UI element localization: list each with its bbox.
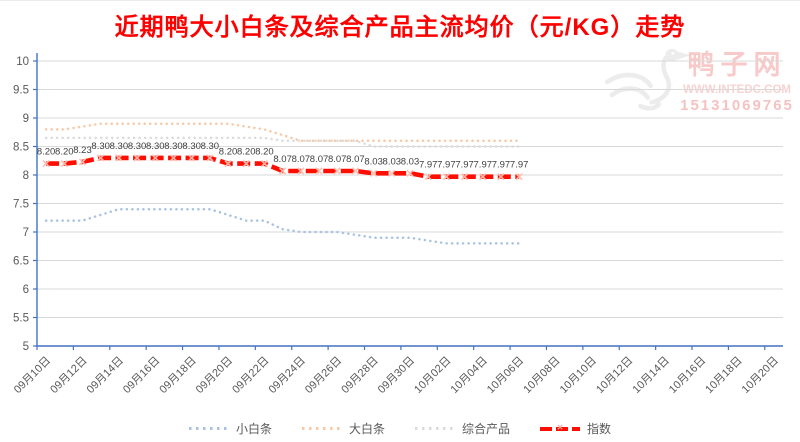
svg-text:8.20: 8.20 bbox=[237, 147, 256, 158]
legend-swatch-composite-product bbox=[415, 427, 455, 430]
legend-label-small-white-strip: 小白条 bbox=[235, 422, 272, 436]
svg-text:8.30: 8.30 bbox=[91, 141, 110, 152]
series-line-large-white-strip bbox=[44, 122, 521, 143]
svg-text:8.20: 8.20 bbox=[55, 147, 74, 158]
svg-text:8.30: 8.30 bbox=[164, 141, 183, 152]
svg-text:9: 9 bbox=[23, 113, 29, 125]
legend-label-index: 指数 bbox=[587, 422, 612, 436]
svg-text:8.07: 8.07 bbox=[273, 154, 292, 165]
svg-text:7.97: 7.97 bbox=[510, 160, 529, 171]
svg-text:7.97: 7.97 bbox=[455, 160, 474, 171]
series-line-composite-product bbox=[44, 136, 521, 148]
svg-text:8.03: 8.03 bbox=[364, 156, 383, 167]
index-data-labels: 8.20 8.20 8.23 8.30 8.30 8.30 8.30 8.30 8.30 8.30… bbox=[37, 141, 529, 171]
legend-item-small-white-strip: 小白条 bbox=[188, 420, 272, 437]
series-line-index bbox=[42, 154, 523, 181]
svg-text:7.97: 7.97 bbox=[492, 160, 511, 171]
y-axis-labels: 10 9.5 9 8.5 8 7.5 7 6.5 6 5.5 5 bbox=[13, 56, 29, 353]
svg-text:6: 6 bbox=[23, 284, 29, 296]
svg-text:8.07: 8.07 bbox=[328, 154, 347, 165]
svg-text:10月06日: 10月06日 bbox=[485, 355, 526, 396]
svg-text:10月16日: 10月16日 bbox=[667, 355, 708, 396]
x-axis-labels: 09月10日09月12日09月14日09月16日09月18日09月20日09月2… bbox=[12, 355, 781, 396]
svg-text:10月18日: 10月18日 bbox=[703, 355, 744, 396]
svg-text:8.5: 8.5 bbox=[13, 142, 29, 154]
svg-text:5.5: 5.5 bbox=[13, 313, 29, 325]
svg-text:6.5: 6.5 bbox=[13, 256, 29, 268]
svg-text:09月10日: 09月10日 bbox=[12, 355, 53, 396]
chart-title: 近期鸭大小白条及综合产品主流均价（元/KG）走势 bbox=[114, 14, 686, 41]
svg-text:7.97: 7.97 bbox=[437, 160, 456, 171]
svg-text:8.03: 8.03 bbox=[401, 156, 420, 167]
legend-x-marker-icon: × bbox=[557, 422, 563, 434]
svg-text:09月28日: 09月28日 bbox=[339, 355, 380, 396]
svg-text:10月10日: 10月10日 bbox=[558, 355, 599, 396]
svg-text:09月24日: 09月24日 bbox=[267, 355, 308, 396]
legend-label-composite-product: 综合产品 bbox=[462, 422, 511, 436]
series-line-small-white-strip bbox=[44, 207, 521, 245]
svg-text:8: 8 bbox=[23, 170, 29, 182]
svg-text:10月02日: 10月02日 bbox=[412, 355, 453, 396]
svg-text:09月26日: 09月26日 bbox=[303, 355, 344, 396]
svg-text:09月30日: 09月30日 bbox=[376, 355, 417, 396]
svg-text:8.03: 8.03 bbox=[383, 156, 402, 167]
svg-text:8.07: 8.07 bbox=[310, 154, 329, 165]
svg-text:8.20: 8.20 bbox=[255, 147, 274, 158]
svg-text:8.30: 8.30 bbox=[110, 141, 129, 152]
svg-text:7.5: 7.5 bbox=[13, 199, 29, 211]
svg-text:09月18日: 09月18日 bbox=[157, 355, 198, 396]
svg-text:09月14日: 09月14日 bbox=[85, 355, 126, 396]
svg-text:9.5: 9.5 bbox=[13, 85, 29, 97]
legend-item-large-white-strip: 大白条 bbox=[301, 420, 385, 437]
svg-text:8.30: 8.30 bbox=[146, 141, 165, 152]
chart-legend: 小白条 大白条 综合产品 × 指数 bbox=[0, 420, 800, 437]
svg-text:8.07: 8.07 bbox=[292, 154, 311, 165]
legend-item-composite-product: 综合产品 bbox=[415, 420, 510, 437]
svg-text:8.20: 8.20 bbox=[219, 147, 238, 158]
gridlines bbox=[37, 60, 783, 318]
svg-text:5: 5 bbox=[23, 341, 29, 353]
svg-text:8.23: 8.23 bbox=[73, 145, 92, 156]
axes bbox=[33, 53, 783, 350]
svg-text:8.20: 8.20 bbox=[37, 147, 56, 158]
svg-text:8.30: 8.30 bbox=[201, 141, 220, 152]
svg-text:09月20日: 09月20日 bbox=[194, 355, 235, 396]
svg-text:8.30: 8.30 bbox=[128, 141, 147, 152]
legend-swatch-small-white-strip bbox=[188, 427, 229, 430]
svg-text:09月12日: 09月12日 bbox=[48, 355, 89, 396]
svg-text:10: 10 bbox=[16, 56, 29, 68]
svg-text:10月04日: 10月04日 bbox=[449, 355, 490, 396]
svg-text:7.97: 7.97 bbox=[474, 160, 493, 171]
index-x-markers bbox=[42, 154, 523, 181]
svg-text:7.97: 7.97 bbox=[419, 160, 438, 171]
legend-swatch-large-white-strip bbox=[301, 427, 342, 430]
svg-text:10月14日: 10月14日 bbox=[630, 355, 671, 396]
legend-swatch-index: × bbox=[540, 423, 581, 433]
svg-text:09月22日: 09月22日 bbox=[230, 355, 271, 396]
svg-text:8.07: 8.07 bbox=[346, 154, 365, 165]
svg-text:09月16日: 09月16日 bbox=[121, 355, 162, 396]
svg-text:10月08日: 10月08日 bbox=[521, 355, 562, 396]
svg-text:8.30: 8.30 bbox=[182, 141, 201, 152]
svg-text:10月12日: 10月12日 bbox=[594, 355, 635, 396]
legend-item-index: × 指数 bbox=[540, 420, 611, 437]
svg-text:10月20日: 10月20日 bbox=[740, 355, 781, 396]
legend-label-large-white-strip: 大白条 bbox=[348, 422, 385, 436]
svg-text:7: 7 bbox=[23, 227, 29, 239]
